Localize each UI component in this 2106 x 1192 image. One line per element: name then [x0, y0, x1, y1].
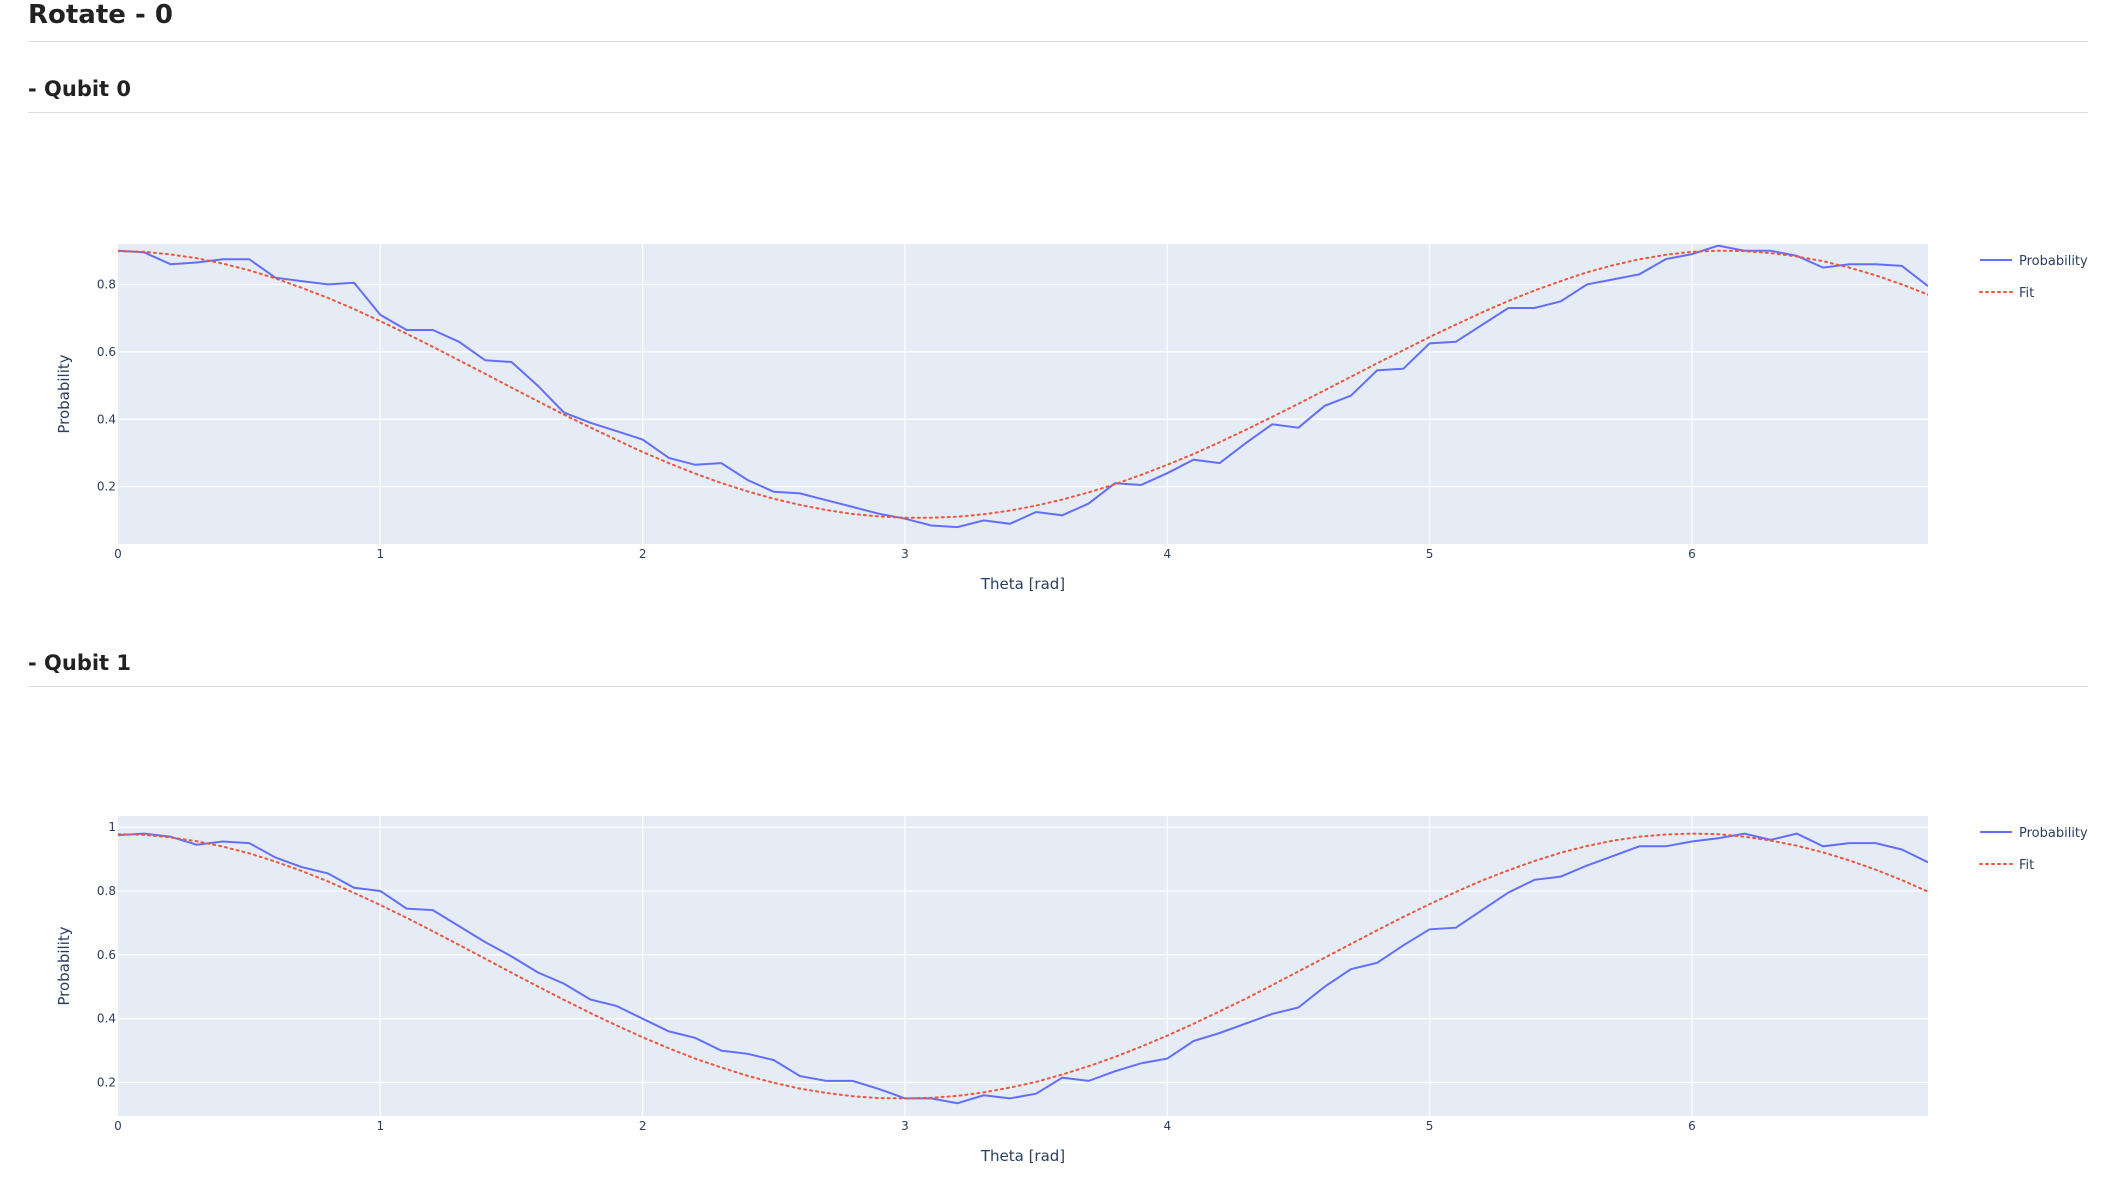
chart-qubit-0: 0 1 2 3 4 5 6 0.2 0.4 0.6 0.8 Theta [rad] Probabilit…: [55, 244, 2088, 593]
legend-label-fit[interactable]: Fit: [2019, 858, 2034, 873]
series-line-probability: [118, 244, 1928, 529]
y-axis-title: Probability: [55, 354, 73, 433]
x-tick-label: 3: [901, 547, 909, 561]
plot-area: [118, 816, 1928, 1116]
x-tick-label: 1: [376, 547, 384, 561]
y-tick-label: 0.4: [97, 1012, 116, 1026]
section-divider-qubit-0: [28, 112, 2088, 113]
x-tick-label: 5: [1426, 547, 1434, 561]
legend-label-fit[interactable]: Fit: [2019, 286, 2034, 301]
x-tick-label: 5: [1426, 1119, 1434, 1133]
x-axis-title: Theta [rad]: [980, 575, 1065, 593]
x-tick-label: 1: [376, 1119, 384, 1133]
legend-label-probability[interactable]: Probability: [2019, 254, 2088, 269]
x-tick-label: 0: [114, 1119, 122, 1133]
x-axis-title: Theta [rad]: [980, 1147, 1065, 1165]
y-tick-label: 0.4: [97, 412, 116, 426]
y-tick-label: 0.2: [97, 480, 116, 494]
y-tick-label: 1: [108, 820, 116, 834]
plot-area: [118, 244, 1928, 544]
x-tick-label: 0: [114, 547, 122, 561]
y-tick-label: 0.8: [97, 277, 116, 291]
x-tick-label: 6: [1688, 547, 1696, 561]
section-title-qubit-0: - Qubit 0: [28, 77, 132, 101]
y-tick-label: 0.6: [97, 948, 116, 962]
y-tick-label: 0.8: [97, 884, 116, 898]
x-tick-label: 4: [1163, 1119, 1171, 1133]
series-line-probability: [118, 832, 1928, 1105]
series-line-fit: [118, 832, 1928, 1100]
y-tick-label: 0.6: [97, 345, 116, 359]
series-line-fit: [118, 249, 1928, 519]
x-tick-label: 2: [639, 547, 647, 561]
section-divider-qubit-1: [28, 686, 2088, 687]
x-tick-label: 4: [1163, 547, 1171, 561]
title-divider: [28, 41, 2088, 42]
y-axis-title: Probability: [55, 926, 73, 1005]
y-tick-label: 0.2: [97, 1075, 116, 1089]
chart-qubit-1: 0 1 2 3 4 5 6 0.2 0.4 0.6 0.8 1 Theta [rad] Probabili…: [55, 816, 2088, 1165]
legend-label-probability[interactable]: Probability: [2019, 826, 2088, 841]
page-title: Rotate - 0: [28, 0, 173, 30]
x-tick-label: 2: [639, 1119, 647, 1133]
x-tick-label: 3: [901, 1119, 909, 1133]
x-tick-label: 6: [1688, 1119, 1696, 1133]
section-title-qubit-1: - Qubit 1: [28, 651, 132, 675]
